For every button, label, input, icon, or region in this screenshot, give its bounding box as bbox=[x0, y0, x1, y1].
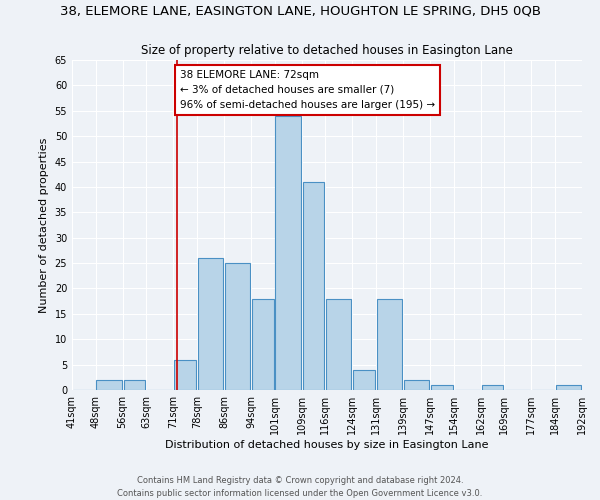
Bar bbox=[326, 298, 352, 390]
Bar bbox=[275, 116, 301, 390]
Bar bbox=[353, 370, 375, 390]
Bar bbox=[97, 380, 122, 390]
Bar bbox=[377, 298, 402, 390]
Y-axis label: Number of detached properties: Number of detached properties bbox=[39, 138, 49, 312]
Bar bbox=[252, 298, 274, 390]
Bar bbox=[482, 385, 503, 390]
Bar bbox=[198, 258, 223, 390]
Text: 38, ELEMORE LANE, EASINGTON LANE, HOUGHTON LE SPRING, DH5 0QB: 38, ELEMORE LANE, EASINGTON LANE, HOUGHT… bbox=[59, 5, 541, 18]
Bar bbox=[174, 360, 196, 390]
Bar bbox=[431, 385, 453, 390]
Bar bbox=[556, 385, 581, 390]
Text: 38 ELEMORE LANE: 72sqm
← 3% of detached houses are smaller (7)
96% of semi-detac: 38 ELEMORE LANE: 72sqm ← 3% of detached … bbox=[180, 70, 435, 110]
Title: Size of property relative to detached houses in Easington Lane: Size of property relative to detached ho… bbox=[141, 44, 513, 58]
Bar bbox=[302, 182, 325, 390]
Text: Contains HM Land Registry data © Crown copyright and database right 2024.
Contai: Contains HM Land Registry data © Crown c… bbox=[118, 476, 482, 498]
Bar bbox=[124, 380, 145, 390]
X-axis label: Distribution of detached houses by size in Easington Lane: Distribution of detached houses by size … bbox=[165, 440, 489, 450]
Bar bbox=[225, 263, 250, 390]
Bar bbox=[404, 380, 429, 390]
